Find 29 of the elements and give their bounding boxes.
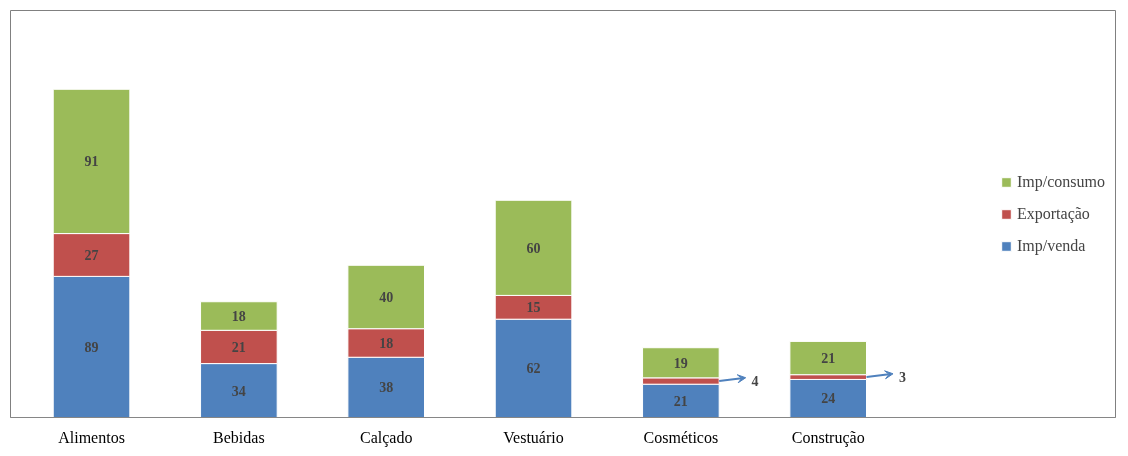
bar: [789, 340, 868, 376]
data-label: 15: [526, 300, 541, 316]
data-label: 91: [84, 154, 99, 170]
x-tick-label: Cosméticos: [643, 428, 719, 446]
data-label: 62: [526, 361, 541, 377]
data-label: 3: [898, 370, 906, 386]
data-label: 34: [231, 383, 246, 399]
x-tick-label: Construção: [791, 428, 865, 447]
data-label: 21: [821, 351, 836, 367]
x-tick-label: Calçado: [359, 428, 413, 447]
legend-label: Imp/venda: [1017, 236, 1086, 255]
data-label: 18: [231, 309, 246, 325]
legend-label: Exportação: [1017, 204, 1090, 223]
x-tick-label: Vestuário: [503, 428, 564, 446]
data-label: 60: [526, 240, 541, 256]
data-label: 40: [379, 289, 394, 305]
data-label: 21: [673, 393, 688, 409]
x-tick-label: Bebidas: [213, 428, 265, 446]
data-label: 21: [231, 339, 246, 355]
data-label: 38: [379, 380, 394, 396]
data-label: 27: [84, 247, 99, 263]
data-label: 89: [84, 339, 99, 355]
data-label: 18: [379, 335, 394, 351]
x-tick-label: Alimentos: [58, 428, 125, 446]
data-label: 19: [673, 355, 688, 371]
data-label: 4: [751, 374, 759, 390]
bar: [789, 378, 868, 418]
data-label: 24: [821, 391, 836, 407]
legend-label: Imp/consumo: [1017, 172, 1105, 191]
